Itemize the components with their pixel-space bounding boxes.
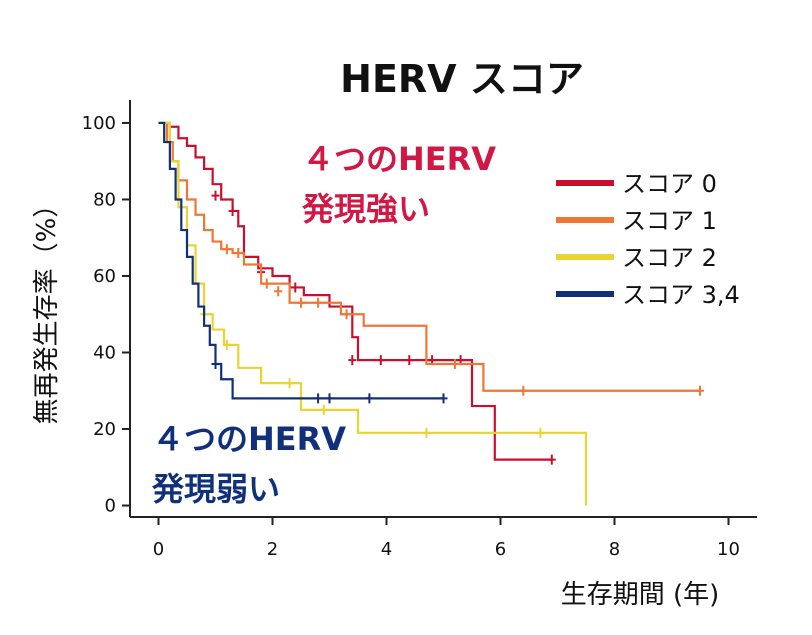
series-1-censor-4 [297,297,305,308]
series-2-censor-4 [422,427,431,438]
series-3-censor-4 [439,393,448,404]
series-2-censor-5 [536,427,545,438]
series-0-censor-4 [348,355,357,366]
series-1-censor-1 [234,248,243,259]
annotation-low-line2: 発現弱い [151,470,280,508]
series-0-censor-6 [405,355,414,366]
series-0-censor-1 [228,205,237,216]
series-2-censor-2 [285,378,294,389]
series-1-censor-0 [222,244,231,255]
series-1-censor-2 [262,278,271,289]
series-1-censor-9 [696,385,704,396]
y-tick-label-5: 100 [82,113,116,134]
legend-label-3: スコア 3,4 [622,281,740,309]
y-tick-label-1: 20 [93,419,116,440]
series-0-censor-9 [547,454,556,465]
series-3-censor-0 [211,358,220,369]
series-1-censor-8 [519,385,528,396]
series-0 [158,121,556,465]
chart-title: HERV スコア [340,57,584,101]
legend-label-1: スコア 1 [622,207,717,235]
legend-label-0: スコア 0 [622,170,717,198]
series-2-censor-1 [222,339,231,350]
y-tick-label-4: 80 [93,189,116,210]
x-tick-label-4: 8 [609,539,620,560]
annotation-low: ４つのHERV 発現弱い [151,420,346,508]
series-1-censor-6 [342,309,351,320]
annotation-low-line1: ４つのHERV [152,420,346,458]
y-axis-label: 無再発生存率（%） [32,192,62,425]
x-tick-label-0: 0 [153,539,164,560]
annotation-high-line2: 発現強い [301,190,430,228]
x-axis-label: 生存期間 (年) [561,580,720,610]
x-tick-label-3: 6 [495,539,506,560]
annotation-high: ４つのHERV 発現強い [301,140,496,228]
x-tick-label-5: 10 [717,539,740,560]
series-1-censor-7 [450,358,459,369]
x-tick-label-1: 2 [267,539,278,560]
series-1-censor-3 [274,286,283,297]
series-1-censor-5 [314,297,323,308]
annotation-high-line1: ４つのHERV [302,140,496,178]
series-3-censor-3 [365,393,374,404]
y-tick-label-2: 40 [93,342,116,363]
series-0-censor-3 [291,282,300,293]
series-3 [158,121,448,404]
series-0-censor-0 [211,190,220,201]
series-2-censor-3 [319,404,328,415]
legend-label-2: スコア 2 [622,244,717,272]
y-tick-label-0: 0 [105,496,116,517]
series-2-line [158,121,588,506]
series-0-line [158,121,552,461]
series-3-line [158,121,444,400]
legend: スコア 0 スコア 1 スコア 2 スコア 3,4 [556,170,740,309]
y-tick-label-3: 60 [93,266,116,287]
x-tick-label-2: 4 [381,539,392,560]
series-layer [158,121,704,506]
series-3-censor-1 [314,393,323,404]
series-0-censor-5 [376,355,385,366]
series-3-censor-2 [325,393,334,404]
